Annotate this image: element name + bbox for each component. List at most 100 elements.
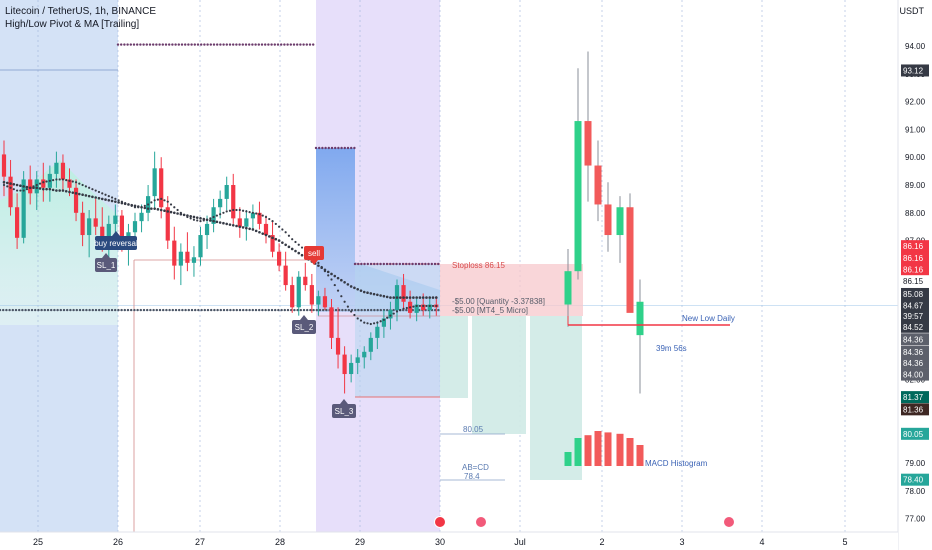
slow-ma-dot xyxy=(51,188,55,192)
indicator-title[interactable]: High/Low Pivot & MA [Trailing] xyxy=(5,19,140,30)
lower-pivot-dot xyxy=(373,308,376,312)
slow-ma-dot xyxy=(64,189,68,193)
symbol-title[interactable]: Litecoin / TetherUS, 1h, BINANCE xyxy=(5,6,156,17)
slow-ma-dot xyxy=(281,241,284,244)
lower-pivot-dot xyxy=(56,308,59,312)
slow-ma-dot xyxy=(195,216,199,219)
slow-ma-dot xyxy=(408,296,412,299)
lower-pivot-dot xyxy=(178,308,181,312)
slow-ma-dot xyxy=(218,221,222,224)
upper-pivot-dot xyxy=(139,43,142,46)
candle-body xyxy=(159,168,164,208)
lower-pivot-dot xyxy=(59,308,62,312)
slow-ma-dot xyxy=(366,291,369,295)
candle-body xyxy=(342,354,347,375)
fast-ma-dot xyxy=(29,186,32,189)
candle-body xyxy=(401,285,406,302)
fast-ma-dot xyxy=(219,213,222,216)
sell-zone-area xyxy=(316,148,440,312)
candle-body xyxy=(165,207,170,241)
lower-pivot-dot xyxy=(277,308,280,312)
projection-body xyxy=(594,165,602,205)
lower-pivot-dot xyxy=(344,308,347,312)
fast-ma-dot xyxy=(235,208,238,212)
fast-ma-dot xyxy=(386,316,389,319)
upper-pivot-dot xyxy=(312,43,315,46)
price-label-bg xyxy=(901,240,929,253)
stoploss-pivot-dot xyxy=(437,262,440,266)
fast-ma-dot xyxy=(74,181,78,184)
lower-pivot-dot xyxy=(357,308,360,312)
fast-ma-dot xyxy=(392,312,395,315)
fast-ma-dot xyxy=(294,240,297,244)
candle-body xyxy=(106,223,111,247)
fast-ma-dot xyxy=(130,204,133,207)
upper-pivot-dot xyxy=(228,43,232,46)
candle-body xyxy=(113,215,118,224)
slow-ma-dot xyxy=(74,192,78,195)
lower-pivot-dot xyxy=(203,308,206,312)
lower-pivot-dot xyxy=(69,308,72,312)
lower-pivot-dot xyxy=(46,308,50,312)
slow-ma-dot xyxy=(290,247,294,251)
stoploss-pivot-dot xyxy=(379,262,382,266)
slow-ma-dot xyxy=(326,270,330,274)
price-label: 39:57 xyxy=(903,312,924,321)
candle-body xyxy=(139,212,144,222)
lower-pivot-dot xyxy=(85,308,88,312)
fast-ma-dot xyxy=(42,181,45,184)
candle-body xyxy=(388,310,393,319)
upper-pivot-dot xyxy=(241,43,244,46)
lower-pivot-dot xyxy=(8,308,11,312)
slow-ma-dot xyxy=(58,189,61,192)
fast-ma-dot xyxy=(222,211,225,214)
candle-body xyxy=(178,251,183,266)
slow-ma-dot xyxy=(392,296,396,299)
projection-body xyxy=(626,207,634,313)
price-label: 85.08 xyxy=(903,290,924,299)
fast-ma-dot xyxy=(300,246,304,249)
slow-ma-dot xyxy=(199,217,202,220)
fast-ma-dot xyxy=(379,320,382,323)
fast-ma-dot xyxy=(202,219,205,222)
fast-ma-dot xyxy=(183,213,186,216)
fast-ma-dot xyxy=(19,189,22,192)
lower-pivot-dot xyxy=(18,308,21,312)
x-tick-label: 5 xyxy=(842,537,847,547)
slow-ma-dot xyxy=(359,289,363,292)
price-label: 84.52 xyxy=(903,323,924,332)
macd-bar xyxy=(616,433,624,466)
fast-ma-dot xyxy=(94,189,97,192)
slow-ma-dot xyxy=(143,206,147,210)
lower-pivot-dot xyxy=(309,308,312,312)
slow-ma-dot xyxy=(114,200,117,203)
fast-ma-dot xyxy=(6,185,9,188)
buy-reversal-marker-text: buy reversal xyxy=(94,239,138,248)
price-label-bg xyxy=(901,427,929,440)
price-label: 84.36 xyxy=(903,348,924,357)
countdown-label: 39m 56s xyxy=(656,344,687,353)
lower-pivot-dot xyxy=(370,308,373,312)
lower-pivot-dot xyxy=(75,308,79,312)
upper-pivot-dot xyxy=(129,43,132,46)
stoploss-pivot-dot xyxy=(411,262,414,266)
candle-body xyxy=(257,212,262,224)
fast-ma-dot xyxy=(104,193,107,196)
slow-ma-dot xyxy=(235,224,238,228)
lower-pivot-dot xyxy=(245,308,248,312)
price-label: 86.16 xyxy=(903,266,924,275)
fast-ma-dot xyxy=(22,189,25,192)
fast-ma-dot xyxy=(399,309,402,312)
lower-pivot-dot xyxy=(50,308,53,312)
lower-pivot-dot xyxy=(232,308,235,312)
slow-ma-dot xyxy=(261,232,265,235)
lower-pivot-dot xyxy=(405,308,408,312)
slow-ma-dot xyxy=(428,296,432,299)
fast-ma-dot xyxy=(264,215,268,219)
slow-ma-dot xyxy=(68,190,71,194)
fast-ma-dot xyxy=(166,200,169,203)
slow-ma-dot xyxy=(245,226,248,230)
slow-ma-dot xyxy=(238,225,242,228)
